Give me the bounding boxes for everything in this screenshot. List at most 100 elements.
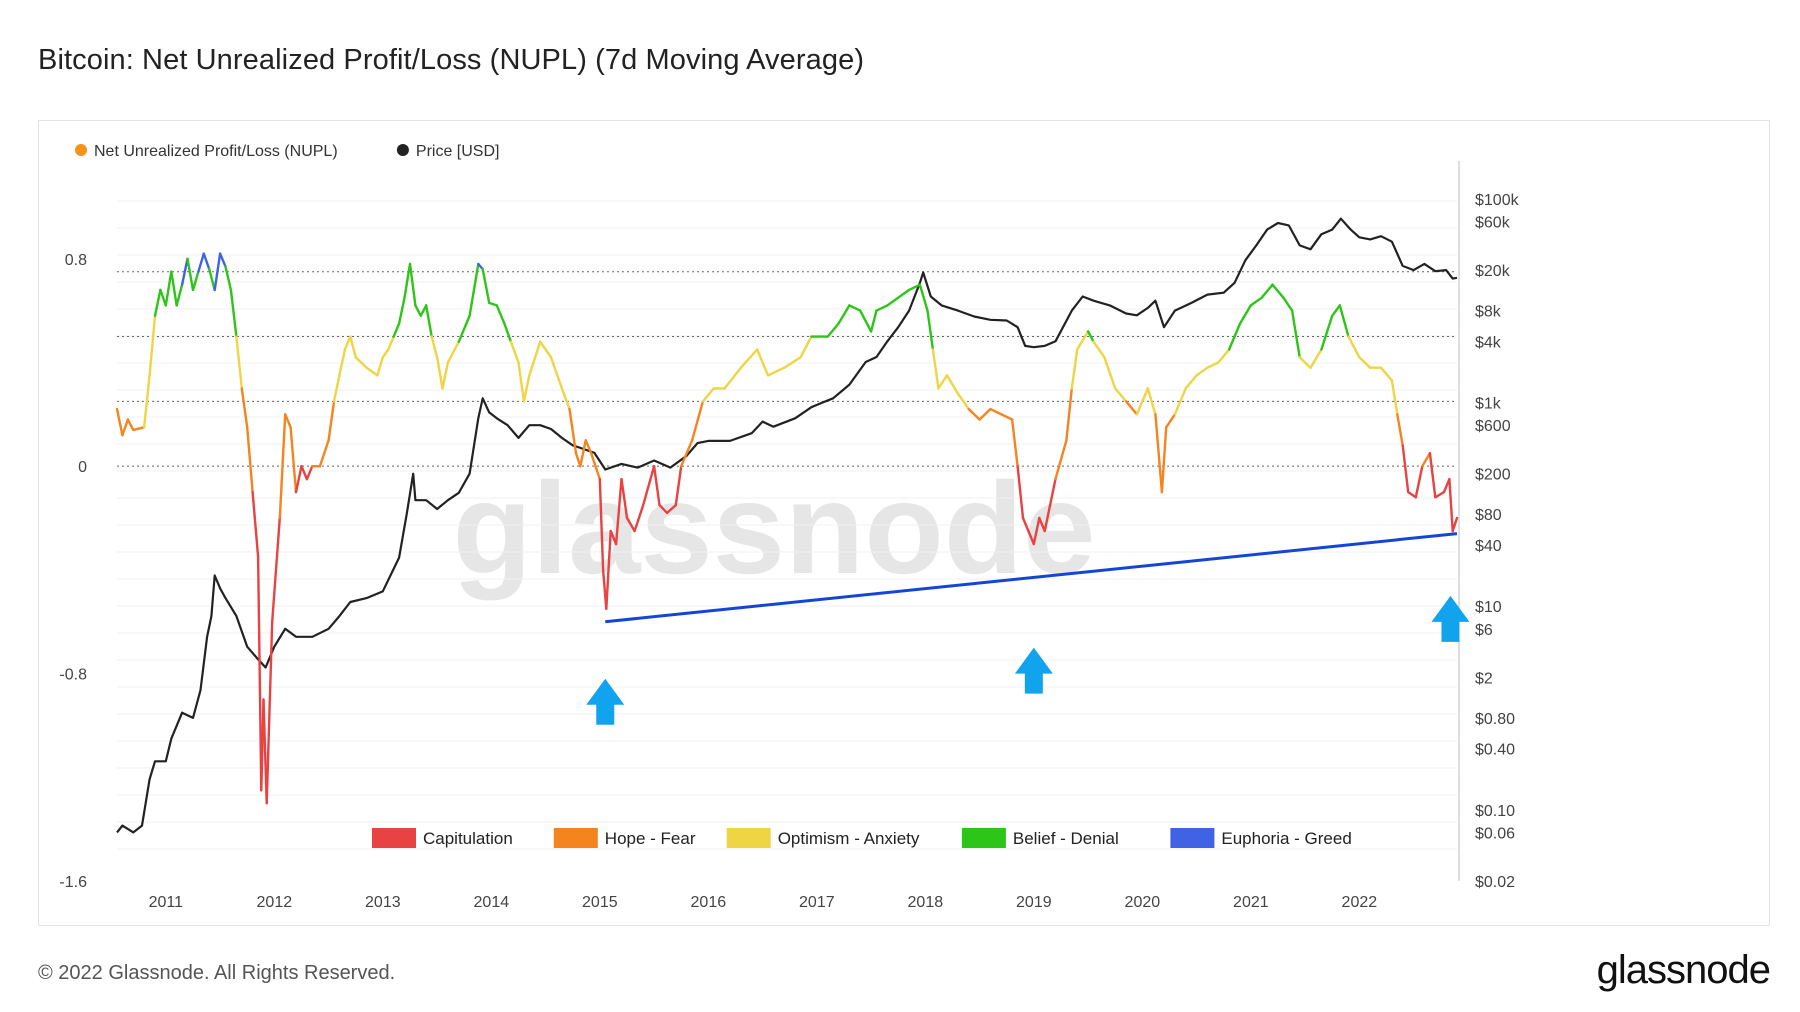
nupl-segment [300, 465, 309, 481]
nupl-segment [387, 335, 395, 351]
nupl-segment [392, 322, 401, 338]
nupl-segment [989, 407, 1003, 416]
nupl-segment [365, 366, 379, 377]
nupl-segment [826, 322, 840, 338]
nupl-segment [132, 426, 146, 432]
right-axis-tick-label: $4k [1475, 334, 1502, 351]
nupl-segment [956, 392, 970, 411]
zone-legend-label: Euphoria - Greed [1221, 829, 1351, 848]
glassnode-logo[interactable]: glassnode [1596, 948, 1771, 992]
nupl-segment [503, 322, 513, 343]
nupl-segment [408, 262, 417, 307]
nupl-segment [907, 283, 922, 292]
nupl-segment [1290, 309, 1301, 359]
nupl-segment [425, 304, 433, 338]
nupl-segment [605, 529, 612, 610]
legend-label: Price [USD] [416, 143, 500, 160]
right-axis-tick-label: $0.02 [1475, 874, 1515, 891]
nupl-segment [723, 366, 743, 390]
nupl-segment [766, 366, 786, 377]
left-axis-tick-label: 0.8 [65, 252, 87, 269]
nupl-segment [441, 361, 450, 390]
nupl-segment [1016, 465, 1025, 520]
nupl-segment [1421, 452, 1432, 468]
right-axis-tick-label: $6 [1475, 622, 1493, 639]
nupl-segment [1217, 348, 1231, 364]
nupl-segment [926, 309, 935, 351]
nupl-segment [468, 262, 480, 318]
right-axis-tick-label: $2 [1475, 670, 1493, 687]
nupl-segment [278, 413, 287, 520]
nupl-segment [218, 252, 227, 268]
up-arrow-icon [586, 678, 625, 725]
nupl-segment [1070, 348, 1079, 390]
nupl-segment [376, 356, 384, 377]
nupl-segment [848, 304, 862, 312]
nupl-segment [875, 304, 889, 312]
right-axis-tick-label: $0.80 [1475, 711, 1515, 728]
nupl-segment [1021, 516, 1030, 533]
nupl-segment [148, 314, 157, 377]
nupl-segment [1249, 296, 1263, 307]
nupl-segment [931, 348, 940, 390]
zone-legend-label: Belief - Denial [1013, 829, 1119, 848]
x-axis-tick-label: 2020 [1125, 894, 1161, 911]
zone-legend-label: Capitulation [423, 829, 513, 848]
right-axis-tick-label: $100k [1475, 192, 1520, 209]
chart-panel: glassnode 0.8 0 -0.8 -1.6 $100k $60k $20k $8k $… [38, 120, 1770, 926]
nupl-segment [1428, 452, 1437, 499]
nupl-segment [1124, 400, 1139, 416]
nupl-segment [568, 407, 578, 455]
x-axis-tick-label: 2021 [1233, 894, 1269, 911]
nupl-segment [1086, 330, 1095, 343]
right-axis-tick-label: $0.06 [1475, 825, 1515, 842]
nupl-segment [240, 387, 249, 429]
right-axis-tick-label: $200 [1475, 467, 1511, 484]
nupl-segment [1320, 314, 1334, 351]
nupl-segment [191, 270, 200, 292]
right-axis-tick-label: $80 [1475, 507, 1502, 524]
nupl-segment [1309, 348, 1323, 369]
nupl-segment [579, 439, 587, 468]
nupl-segment [1414, 465, 1424, 499]
x-axis-tick-label: 2014 [474, 894, 510, 911]
right-axis-tick-label: $20k [1475, 263, 1511, 280]
nupl-segment [115, 407, 124, 437]
legend-label: Net Unrealized Profit/Loss (NUPL) [94, 143, 338, 160]
left-axis-tick-label: -0.8 [59, 667, 87, 684]
nupl-segment [381, 348, 390, 359]
x-axis-tick-label: 2018 [908, 894, 944, 911]
nupl-segment [674, 465, 683, 507]
nupl-segment [1390, 379, 1399, 416]
nupl-segment [620, 477, 629, 520]
nupl-segment [1406, 490, 1418, 499]
nupl-segment [256, 555, 263, 792]
up-arrow-icon [1014, 647, 1053, 694]
nupl-segment [318, 439, 330, 468]
nupl-segment [1448, 477, 1454, 533]
x-axis-tick-label: 2022 [1342, 894, 1378, 911]
nupl-segment [701, 387, 715, 403]
nupl-segment [1103, 356, 1117, 390]
nupl-segment [886, 296, 900, 307]
zone-legend-swatch [726, 828, 771, 848]
x-axis-tick-label: 2015 [582, 894, 618, 911]
nupl-segment [213, 252, 222, 292]
nupl-segment [170, 270, 178, 307]
zone-legend-swatch [553, 828, 598, 848]
nupl-segment [1075, 330, 1090, 351]
nupl-segment [1330, 304, 1342, 318]
nupl-segment [560, 387, 571, 411]
nupl-segment [126, 418, 135, 432]
zone-legend-swatch [372, 828, 416, 848]
nupl-segment [245, 426, 254, 494]
nupl-segment [175, 283, 184, 307]
zone-legend-swatch [1170, 828, 1215, 848]
zone-legend-label: Optimism - Anxiety [778, 829, 920, 848]
nupl-segment [1338, 304, 1350, 338]
zone-legend-swatch [961, 828, 1006, 848]
nupl-segment [435, 356, 444, 390]
nupl-segment [142, 374, 151, 429]
legend-dot-icon [75, 144, 87, 156]
nupl-segment [756, 348, 770, 377]
